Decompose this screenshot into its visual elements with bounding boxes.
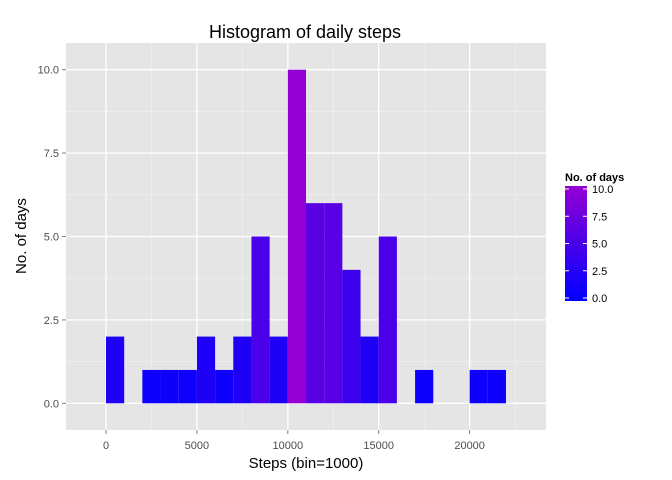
x-tick-label: 15000 (363, 440, 394, 452)
y-axis-title: No. of days (13, 198, 30, 274)
y-tick-label: 7.5 (44, 148, 59, 160)
histogram-bar (378, 236, 397, 404)
histogram-bar (360, 336, 379, 404)
histogram-bar (324, 203, 343, 404)
histogram-bar (342, 269, 361, 404)
legend-label: 10.0 (592, 184, 613, 196)
histogram-bar (215, 369, 234, 404)
x-axis-ticks: 0 5000 10000 15000 20000 (103, 430, 485, 452)
histogram-bar (106, 336, 125, 404)
legend-ticks: 10.0 7.5 5.0 2.5 0.0 (565, 184, 613, 305)
histogram-bar (178, 369, 197, 404)
histogram-bar (287, 69, 306, 404)
y-tick-label: 2.5 (44, 315, 59, 327)
legend-label: 0.0 (592, 293, 607, 305)
x-tick-label: 5000 (185, 440, 209, 452)
y-axis-ticks: 0.0 2.5 5.0 7.5 10.0 (38, 65, 66, 410)
x-axis-title: Steps (bin=1000) (249, 455, 364, 472)
y-tick-label: 10.0 (38, 65, 59, 77)
histogram-bar (415, 369, 434, 404)
legend-label: 7.5 (592, 211, 607, 223)
x-tick-label: 0 (103, 440, 109, 452)
histogram-bar (160, 369, 179, 404)
histogram-bar (142, 369, 161, 404)
y-tick-label: 5.0 (44, 232, 59, 244)
histogram-bar (306, 203, 325, 404)
histogram-bar (269, 336, 288, 404)
histogram-bar (251, 236, 270, 404)
legend-label: 2.5 (592, 266, 607, 278)
histogram-bar (233, 336, 252, 404)
x-tick-label: 20000 (454, 440, 485, 452)
x-tick-label: 10000 (273, 440, 304, 452)
legend-label: 5.0 (592, 239, 607, 251)
histogram-bar (487, 369, 506, 404)
histogram-bar (196, 336, 216, 404)
histogram-bar (469, 369, 488, 404)
legend-title: No. of days (565, 172, 624, 184)
fill-legend: No. of days 10.0 7.5 5.0 2.5 0.0 (565, 172, 624, 305)
y-tick-label: 0.0 (44, 398, 59, 410)
histogram-bars (106, 69, 506, 404)
chart-title: Histogram of daily steps (209, 22, 401, 42)
legend-colorbar (565, 186, 587, 301)
